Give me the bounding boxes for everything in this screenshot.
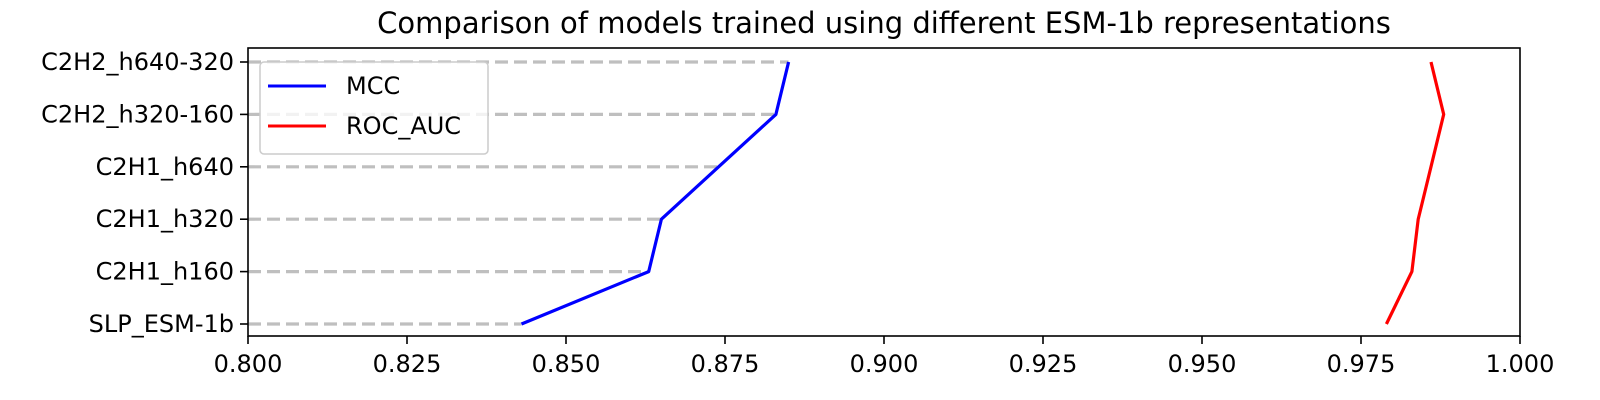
x-tick-label: 0.850 (532, 350, 601, 378)
y-tick-label: C2H2_h640-320 (41, 48, 234, 76)
series-line-roc-auc (1384, 61, 1446, 325)
x-tick-label: 0.950 (1168, 350, 1237, 378)
x-tick-label: 1.000 (1486, 350, 1555, 378)
series-lines (520, 61, 1446, 326)
x-tick-label: 0.925 (1009, 350, 1078, 378)
x-tick-label: 0.800 (214, 350, 283, 378)
legend-label-roc-auc: ROC_AUC (346, 112, 461, 140)
x-tick-label: 0.900 (850, 350, 919, 378)
x-tick-label: 0.975 (1327, 350, 1396, 378)
series-line-mcc (520, 61, 791, 326)
plot-area (247, 47, 1521, 337)
chart-title: Comparison of models trained using diffe… (377, 6, 1391, 40)
x-axis: 0.800 0.825 0.850 0.875 0.900 0.925 0.950 0.975… (214, 336, 1555, 378)
x-tick-label: 0.875 (691, 350, 760, 378)
y-tick-label: SLP_ESM-1b (89, 310, 234, 338)
y-tick-label: C2H2_h320-160 (41, 100, 234, 128)
y-tick-label: C2H1_h640 (96, 153, 234, 181)
legend-label-mcc: MCC (346, 72, 400, 100)
legend: MCC ROC_AUC (259, 61, 489, 155)
y-tick-label: C2H1_h320 (96, 205, 234, 233)
y-axis: SLP_ESM-1b C2H1_h160 C2H1_h320 C2H1_h640 C2H… (41, 48, 248, 338)
y-tick-label: C2H1_h160 (96, 258, 234, 286)
x-tick-label: 0.825 (373, 350, 442, 378)
